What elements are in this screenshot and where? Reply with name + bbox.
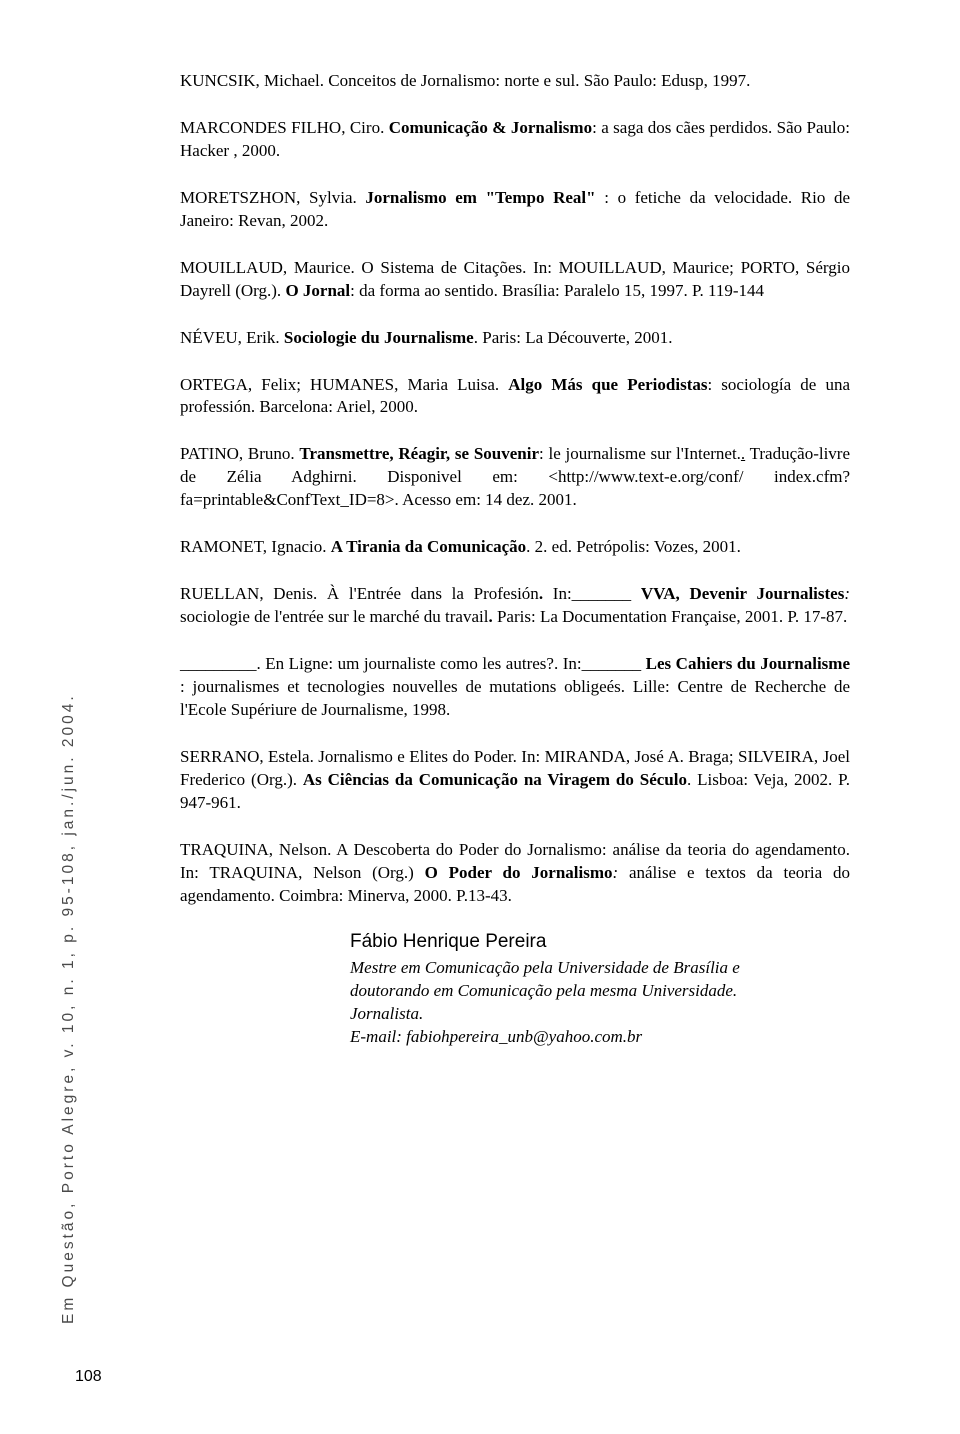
author-bio-line: Jornalista.	[350, 1003, 850, 1026]
reference-entry: _________. En Ligne: um journaliste como…	[180, 653, 850, 722]
reference-entry: PATINO, Bruno. Transmettre, Réagir, se S…	[180, 443, 850, 512]
reference-entry: SERRANO, Estela. Jornalismo e Elites do …	[180, 746, 850, 815]
journal-citation-side: Em Questão, Porto Alegre, v. 10, n. 1, p…	[60, 693, 78, 1324]
page-number: 108	[75, 1368, 102, 1386]
reference-entry: TRAQUINA, Nelson. A Descoberta do Poder …	[180, 839, 850, 908]
reference-entry: RUELLAN, Denis. À l'Entrée dans la Profe…	[180, 583, 850, 629]
reference-entry: RAMONET, Ignacio. A Tirania da Comunicaç…	[180, 536, 850, 559]
author-name: Fábio Henrique Pereira	[350, 931, 850, 953]
page-content: Em Questão, Porto Alegre, v. 10, n. 1, p…	[0, 0, 960, 1434]
author-bio-line: doutorando em Comunicação pela mesma Uni…	[350, 980, 850, 1003]
references-list: KUNCSIK, Michael. Conceitos de Jornalism…	[180, 70, 850, 907]
reference-entry: KUNCSIK, Michael. Conceitos de Jornalism…	[180, 70, 850, 93]
author-bio-line: Mestre em Comunicação pela Universidade …	[350, 957, 850, 980]
reference-entry: MOUILLAUD, Maurice. O Sistema de Citaçõe…	[180, 257, 850, 303]
author-block: Fábio Henrique Pereira Mestre em Comunic…	[350, 931, 850, 1049]
reference-entry: MARCONDES FILHO, Ciro. Comunicação & Jor…	[180, 117, 850, 163]
reference-entry: ORTEGA, Felix; HUMANES, Maria Luisa. Alg…	[180, 374, 850, 420]
reference-entry: MORETSZHON, Sylvia. Jornalismo em "Tempo…	[180, 187, 850, 233]
reference-entry: NÉVEU, Erik. Sociologie du Journalisme. …	[180, 327, 850, 350]
author-bio-line: E-mail: fabiohpereira_unb@yahoo.com.br	[350, 1026, 850, 1049]
